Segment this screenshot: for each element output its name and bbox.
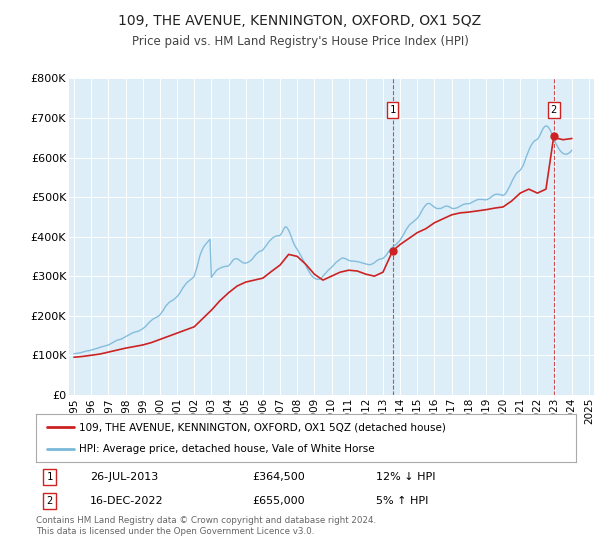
Text: 109, THE AVENUE, KENNINGTON, OXFORD, OX1 5QZ: 109, THE AVENUE, KENNINGTON, OXFORD, OX1… <box>118 14 482 28</box>
Text: 2: 2 <box>46 496 53 506</box>
Text: £364,500: £364,500 <box>252 472 305 482</box>
Text: 12% ↓ HPI: 12% ↓ HPI <box>376 472 436 482</box>
Text: 16-DEC-2022: 16-DEC-2022 <box>90 496 164 506</box>
Text: Price paid vs. HM Land Registry's House Price Index (HPI): Price paid vs. HM Land Registry's House … <box>131 35 469 48</box>
Text: £655,000: £655,000 <box>252 496 305 506</box>
Text: 109, THE AVENUE, KENNINGTON, OXFORD, OX1 5QZ (detached house): 109, THE AVENUE, KENNINGTON, OXFORD, OX1… <box>79 422 446 432</box>
Text: 2: 2 <box>551 105 557 115</box>
Text: 26-JUL-2013: 26-JUL-2013 <box>90 472 158 482</box>
Text: HPI: Average price, detached house, Vale of White Horse: HPI: Average price, detached house, Vale… <box>79 444 375 454</box>
Text: 5% ↑ HPI: 5% ↑ HPI <box>376 496 428 506</box>
Text: Contains HM Land Registry data © Crown copyright and database right 2024.
This d: Contains HM Land Registry data © Crown c… <box>36 516 376 536</box>
Text: 1: 1 <box>46 472 53 482</box>
Text: 1: 1 <box>389 105 396 115</box>
